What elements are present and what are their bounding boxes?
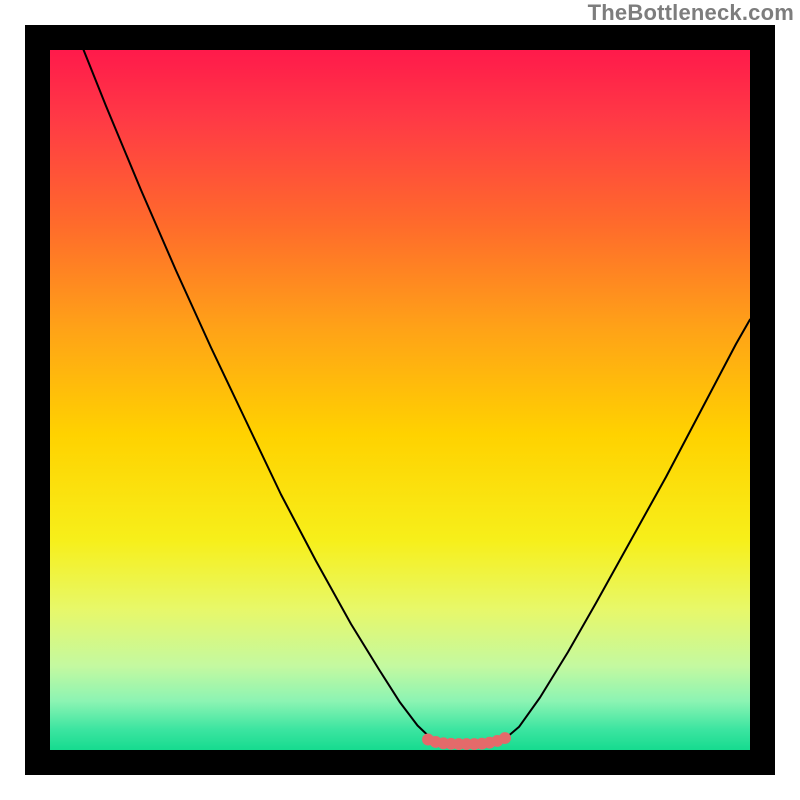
plot-background <box>50 50 750 750</box>
trough-marker <box>499 732 511 744</box>
chart-svg <box>0 0 800 800</box>
figure-root: TheBottleneck.com <box>0 0 800 800</box>
